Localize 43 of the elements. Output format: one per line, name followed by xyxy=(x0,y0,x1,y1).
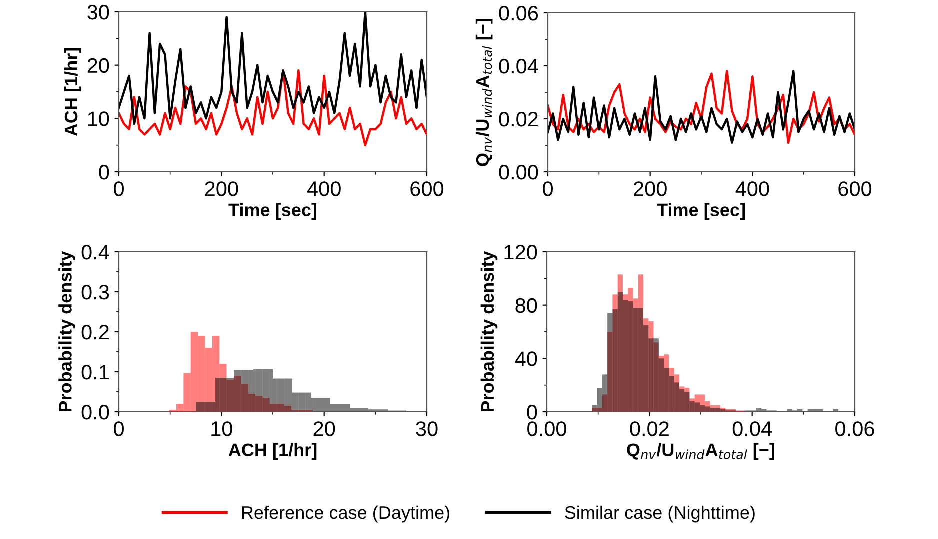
x-tick-label: 0.02 xyxy=(630,422,669,436)
x-tick-label: 200 xyxy=(205,182,238,196)
x-tick-label: 400 xyxy=(736,182,770,196)
y-tick-label: 30 xyxy=(88,5,110,20)
y-tick-label: 0 xyxy=(99,165,110,180)
y-axis-title: Probability density xyxy=(58,251,76,412)
y-tick-label: 120 xyxy=(504,245,538,260)
y-tick-label: 40 xyxy=(515,352,538,366)
y-tick-label: 0.2 xyxy=(82,325,109,340)
y-axis-title: Q$_{nv}$/U$_{wind}$A$_{total}$ [−] xyxy=(476,19,493,166)
y-tick-label: 0.04 xyxy=(499,59,538,74)
y-tick-label: 0.4 xyxy=(82,245,110,260)
legend-label: Similar case (Nighttime) xyxy=(565,506,755,523)
x-tick-label: 600 xyxy=(410,182,444,196)
y-tick-label: 0.1 xyxy=(82,365,109,380)
legend-label: Reference case (Daytime) xyxy=(242,506,450,523)
y-tick-label: 10 xyxy=(88,112,110,126)
x-tick-label: 0.06 xyxy=(836,422,874,436)
y-tick-label: 0.02 xyxy=(499,112,538,127)
y-tick-label: 0.00 xyxy=(499,165,538,180)
y-tick-label: 0.06 xyxy=(499,6,538,21)
y-tick-label: 0.3 xyxy=(82,285,110,300)
y-axis-title: ACH [1/hr] xyxy=(64,48,82,136)
x-tick-label: 600 xyxy=(838,182,872,196)
y-tick-label: 0.0 xyxy=(82,405,110,420)
x-axis-title: ACH [1/hr] xyxy=(228,443,317,460)
x-tick-label: 0.00 xyxy=(528,422,566,436)
x-tick-label: 10 xyxy=(212,422,232,436)
x-tick-label: 0 xyxy=(114,422,124,436)
x-axis-title: Time [sec] xyxy=(657,203,745,220)
x-axis-title: Q$_{nv}$/U$_{wind}$A$_{total}$ [−] xyxy=(627,443,774,460)
x-tick-label: 30 xyxy=(416,422,438,436)
y-tick-label: 0 xyxy=(527,405,538,420)
x-tick-label: 400 xyxy=(307,182,341,196)
x-tick-label: 200 xyxy=(634,182,667,196)
x-tick-label: 20 xyxy=(314,422,336,436)
y-axis-title: Probability density xyxy=(480,251,498,412)
y-tick-label: 80 xyxy=(516,298,538,314)
x-tick-label: 0 xyxy=(114,182,124,196)
x-axis-title: Time [sec] xyxy=(228,203,316,220)
x-tick-label: 0.04 xyxy=(732,422,772,436)
x-tick-label: 0 xyxy=(543,182,553,196)
y-tick-label: 20 xyxy=(88,58,110,74)
